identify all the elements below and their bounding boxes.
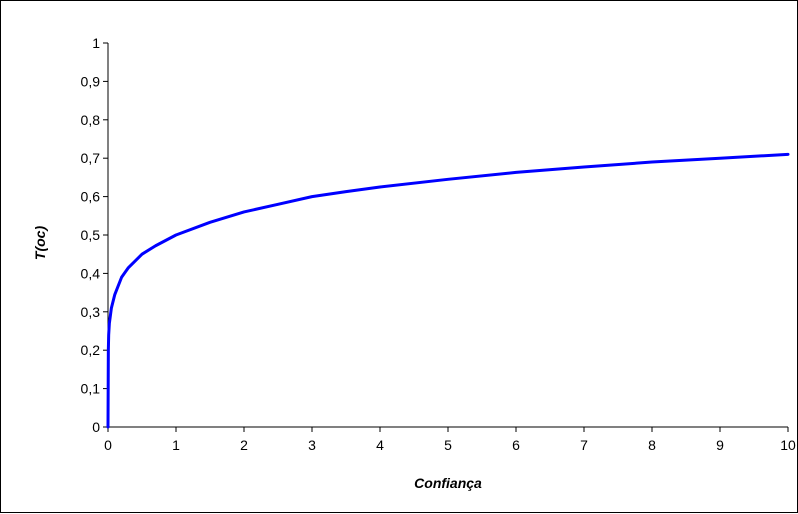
y-tick-label: 0,4 (81, 265, 101, 281)
y-tick-label: 1 (92, 35, 100, 51)
x-tick-label: 2 (240, 437, 248, 453)
x-tick-label: 4 (376, 437, 384, 453)
x-tick-label: 9 (716, 437, 724, 453)
y-tick-label: 0,9 (81, 73, 101, 89)
y-tick-label: 0 (92, 419, 100, 435)
y-tick-label: 0,5 (81, 227, 101, 243)
y-tick-label: 0,3 (81, 304, 101, 320)
x-tick-label: 5 (444, 437, 452, 453)
y-tick-label: 0,2 (81, 342, 101, 358)
x-tick-label: 3 (308, 437, 316, 453)
axes (107, 43, 788, 428)
y-tick-label: 0,7 (81, 150, 101, 166)
series-line (106, 152, 790, 429)
series-layer (106, 152, 790, 429)
x-tick-label: 10 (780, 437, 796, 453)
y-tick-label: 0,6 (81, 189, 101, 205)
x-tick-label: 0 (104, 437, 112, 453)
x-axis-title: Confiança (414, 475, 482, 491)
x-tick-label: 7 (580, 437, 588, 453)
ticks: 00,10,20,30,40,50,60,70,80,910 1 2 3 4 5 6 7 8 9 1… (81, 35, 796, 453)
x-tick-label: 6 (512, 437, 520, 453)
y-tick-label: 0,8 (81, 112, 101, 128)
y-axis-title: T(oc) (32, 226, 48, 261)
y-tick-label: 0,1 (81, 381, 101, 397)
x-tick-label: 8 (648, 437, 656, 453)
x-tick-label: 1 (172, 437, 180, 453)
